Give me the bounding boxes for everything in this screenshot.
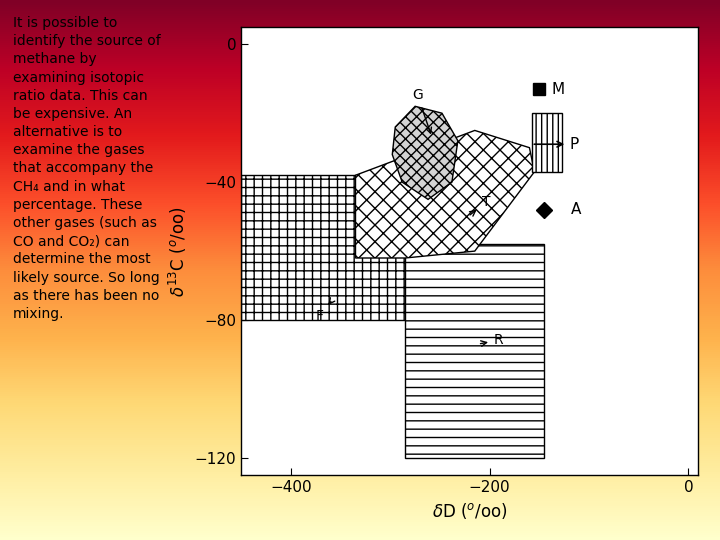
Bar xyxy=(532,113,562,172)
Text: It is possible to
identify the source of
methane by
examining isotopic
ratio dat: It is possible to identify the source of… xyxy=(13,16,161,321)
Text: G: G xyxy=(412,89,431,133)
Bar xyxy=(405,244,544,458)
Text: F: F xyxy=(316,298,335,323)
Polygon shape xyxy=(356,131,534,258)
Text: R: R xyxy=(480,333,503,347)
Text: A: A xyxy=(571,202,582,217)
Text: P: P xyxy=(570,137,578,152)
X-axis label: $\delta$D ($^o$/oo): $\delta$D ($^o$/oo) xyxy=(432,501,508,521)
Bar xyxy=(241,176,412,320)
Text: M: M xyxy=(552,82,564,97)
Text: T: T xyxy=(469,195,490,216)
Polygon shape xyxy=(392,106,458,199)
Y-axis label: $\delta^{13}$C ($^o$/oo): $\delta^{13}$C ($^o$/oo) xyxy=(167,206,189,296)
